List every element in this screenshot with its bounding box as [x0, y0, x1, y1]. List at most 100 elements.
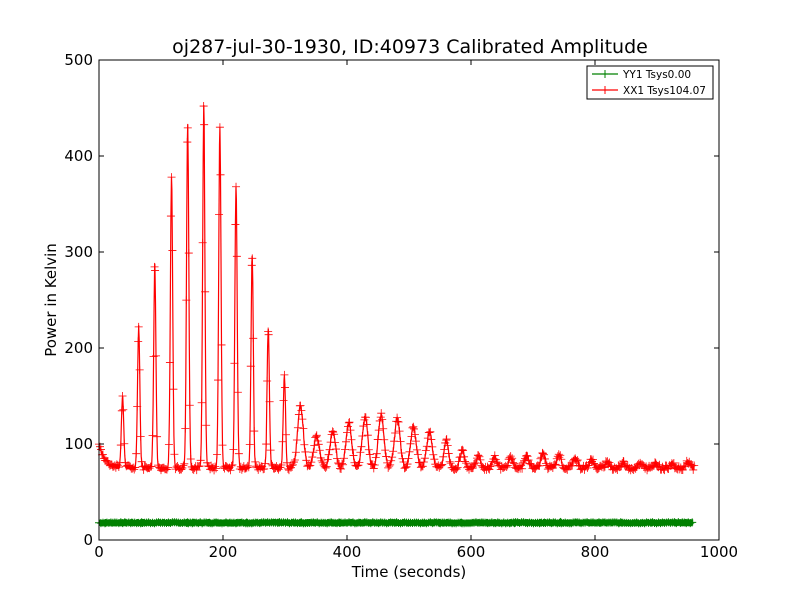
series-xx1-point: [302, 456, 311, 465]
legend-box: [586, 65, 714, 100]
series-xx1-point: [247, 261, 256, 270]
series-xx1-point: [147, 462, 156, 471]
series-xx1-point: [368, 460, 377, 469]
series-xx1-point: [471, 459, 480, 468]
series-xx1-point: [690, 461, 699, 470]
series-xx1-point: [619, 457, 628, 466]
series-xx1-point: [386, 460, 395, 469]
series-xx1-point: [165, 358, 174, 367]
series-xx1-point: [619, 457, 628, 466]
series-xx1-point: [490, 451, 499, 460]
x-tick-label: 0: [94, 543, 104, 561]
series-xx1-point: [323, 455, 332, 464]
series-xx1-point: [442, 436, 451, 445]
series-xx1-point: [503, 461, 512, 470]
series-xx1-point: [325, 445, 334, 454]
series-xx1-point: [638, 460, 647, 469]
series-xx1-point: [317, 456, 326, 465]
series-xx1-point: [184, 249, 193, 258]
y-tick-label: 100: [64, 435, 93, 453]
series-xx1-point: [391, 429, 400, 438]
series-xx1-point: [186, 455, 195, 464]
legend-items: YY1 Tsys0.00 XX1 Tsys104.07: [592, 69, 706, 97]
series-xx1-point: [370, 461, 379, 470]
series-xx1-point: [365, 450, 374, 459]
series-xx1-point: [134, 337, 143, 346]
series-xx1-point: [353, 461, 362, 470]
series-xx1-point: [117, 406, 126, 415]
series-xx1-point: [201, 287, 210, 296]
series-xx1-point: [538, 448, 547, 457]
series-xx1-point: [426, 427, 435, 436]
series-yy1-point: [154, 518, 163, 527]
series-xx1-point: [364, 445, 373, 454]
series-xx1-point: [342, 437, 351, 446]
series-xx1-point: [669, 458, 678, 467]
series-xx1-point: [136, 432, 145, 441]
series-xx1-point: [689, 465, 698, 474]
series-xx1-point: [118, 392, 127, 400]
series-xx1-point: [167, 173, 176, 182]
series-xx1-point: [183, 123, 192, 132]
series-xx1-point: [246, 362, 255, 371]
series-xx1-point: [307, 458, 316, 467]
series-xx1-point: [510, 459, 519, 468]
series-yy1-markers: [95, 518, 697, 528]
series-xx1-point: [330, 430, 339, 439]
series-xx1-point: [416, 463, 425, 472]
series-xx1-point: [232, 182, 241, 191]
series-xx1-point: [211, 462, 220, 471]
ticks-layer: 0 200 400 600 800 1000 0 100 200 300 400 500: [64, 51, 738, 561]
series-xx1-point: [199, 102, 208, 111]
x-tick-label: 600: [457, 543, 486, 561]
series-xx1-point: [321, 463, 330, 472]
series-xx1-point: [217, 340, 226, 349]
series-xx1-point: [322, 462, 331, 471]
series-xx1-point: [170, 450, 179, 459]
series-xx1-point: [210, 466, 219, 475]
series-xx1-point: [404, 454, 413, 463]
series-xx1-point: [524, 456, 533, 465]
series-xx1-point: [185, 401, 194, 410]
series-xx1-point: [331, 438, 340, 447]
series-xx1-point: [523, 452, 532, 461]
series-xx1-point: [487, 461, 496, 470]
series-xx1-point: [406, 439, 415, 448]
series-xx1-point: [131, 463, 140, 472]
series-xx1-point: [279, 396, 288, 405]
series-xx1-point: [501, 461, 510, 470]
series-xx1-point: [401, 463, 410, 472]
series-xx1-point: [202, 421, 211, 430]
series-xx1-point: [200, 120, 209, 129]
series-xx1-point: [305, 462, 314, 471]
legend-label: XX1 Tsys104.07: [623, 85, 706, 97]
series-yy1-point: [567, 519, 576, 528]
y-tick-label: 400: [64, 147, 93, 165]
series-xx1-point: [541, 459, 550, 468]
series-xx1-point: [378, 415, 387, 424]
series-xx1-point: [164, 440, 173, 449]
series-xx1-point: [296, 401, 305, 410]
series-xx1-point: [397, 449, 406, 458]
series-xx1-point: [177, 465, 186, 474]
series-xx1-point: [403, 460, 412, 469]
series-layer: [95, 102, 699, 528]
series-xx1-point: [329, 428, 338, 437]
series-xx1-point: [248, 254, 257, 263]
series-xx1-point: [267, 460, 276, 469]
series-xx1-point: [394, 418, 403, 427]
series-xx1-point: [475, 452, 484, 461]
series-xx1-point: [292, 436, 301, 445]
series-xx1-point: [461, 457, 470, 466]
series-xx1-point: [289, 458, 298, 467]
series-xx1-point: [266, 446, 275, 455]
series-xx1-point: [519, 458, 528, 467]
series-xx1-point: [145, 464, 154, 473]
series-xx1-point: [324, 450, 333, 459]
series-xx1-point: [361, 413, 370, 422]
series-xx1-point: [276, 463, 285, 472]
series-xx1-point: [195, 462, 204, 471]
series-xx1-point: [281, 430, 290, 439]
series-xx1-point: [474, 451, 483, 460]
series-xx1-point: [260, 464, 269, 473]
